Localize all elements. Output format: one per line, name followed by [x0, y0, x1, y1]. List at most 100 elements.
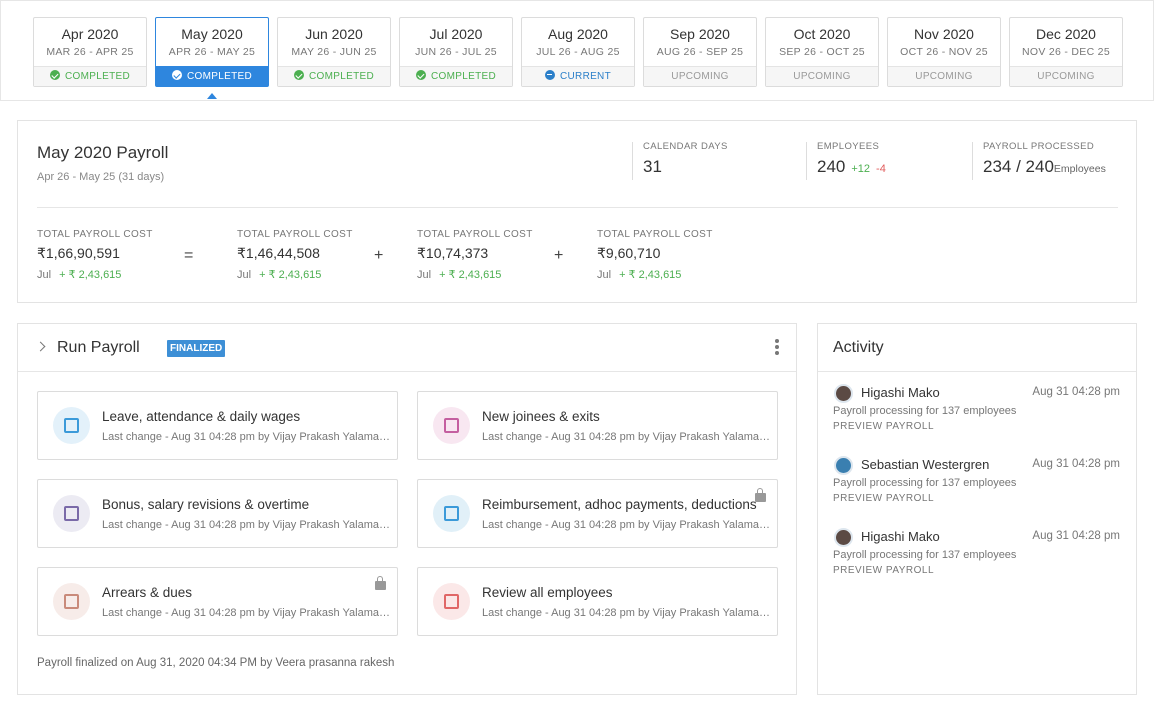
month-name: Apr 2020 — [61, 26, 119, 42]
compare-month: Jul — [237, 269, 252, 281]
task-icon — [433, 407, 470, 444]
task-detail: Last change - Aug 31 04:28 pm by Vijay P… — [482, 607, 774, 619]
status-icon — [294, 70, 305, 80]
menu-dot — [775, 351, 779, 355]
stat: PAYROLL PROCESSED 234 / 240Employees — [972, 141, 1122, 180]
month-card[interactable]: Jul 2020 JUN 26 - JUL 25 COMPLETED — [399, 17, 513, 87]
preview-payroll-link[interactable]: PREVIEW PAYROLL — [833, 421, 935, 432]
status-text: COMPLETED — [431, 71, 496, 82]
stat-value-row: 31 — [643, 157, 782, 177]
cost-delta: + ₹ 2,43,615 — [619, 269, 682, 281]
task-icon-glyph — [64, 418, 79, 433]
preview-payroll-link[interactable]: PREVIEW PAYROLL — [833, 565, 935, 576]
task-card[interactable]: Arrears & dues Last change - Aug 31 04:28… — [37, 567, 398, 636]
stat-label: CALENDAR DAYS — [643, 141, 728, 152]
month-name: Aug 2020 — [548, 26, 608, 42]
cost-value: ₹10,74,373 — [417, 245, 489, 261]
status-badge: FINALIZED — [167, 340, 226, 357]
month-strip: Apr 2020 MAR 26 - APR 25 COMPLETED May 2020… — [0, 0, 1154, 101]
cost-label: TOTAL PAYROLL COST — [237, 229, 353, 240]
month-status: COMPLETED — [34, 66, 146, 86]
finalized-note: Payroll finalized on Aug 31, 2020 04:34 … — [37, 657, 395, 669]
month-status: COMPLETED — [400, 66, 512, 86]
activity-user: Higashi Mako — [861, 529, 940, 544]
month-card[interactable]: May 2020 APR 26 - MAY 25 COMPLETED — [155, 17, 269, 99]
month-name: May 2020 — [181, 26, 243, 42]
task-icon-glyph — [444, 418, 459, 433]
preview-payroll-link[interactable]: PREVIEW PAYROLL — [833, 493, 935, 504]
lock-icon — [755, 488, 766, 502]
task-card[interactable]: New joinees & exits Last change - Aug 31 … — [417, 391, 778, 460]
stat-unit: Employees — [1053, 163, 1106, 175]
month-range: MAY 26 - JUN 25 — [291, 46, 377, 58]
cost-compare: Jul + ₹ 2,43,615 — [417, 268, 533, 281]
run-payroll-panel: Run Payroll FINALIZED Leave, attendance & … — [17, 323, 797, 695]
cost-label: TOTAL PAYROLL COST — [597, 229, 713, 240]
month-card[interactable]: Aug 2020 JUL 26 - AUG 25 CURRENT — [521, 17, 635, 87]
menu-dot — [775, 345, 779, 349]
month-name: Dec 2020 — [1036, 26, 1096, 42]
task-card[interactable]: Bonus, salary revisions & overtime Last c… — [37, 479, 398, 548]
month-range: MAR 26 - APR 25 — [46, 46, 134, 58]
status-icon — [50, 70, 61, 80]
cost-block: TOTAL PAYROLL COST ₹10,74,373 Jul + ₹ 2,43,… — [417, 229, 533, 281]
activity-time: Aug 31 04:28 pm — [1032, 386, 1120, 398]
task-icon — [433, 495, 470, 532]
activity-user: Higashi Mako — [861, 385, 940, 400]
task-icon — [53, 495, 90, 532]
task-icon-glyph — [444, 506, 459, 521]
month-range: SEP 26 - OCT 25 — [779, 46, 865, 58]
selected-caret — [207, 93, 217, 99]
task-icon-glyph — [64, 506, 79, 521]
cost-block: TOTAL PAYROLL COST ₹9,60,710 Jul + ₹ 2,43,6… — [597, 229, 713, 281]
payroll-period: Apr 26 - May 25 (31 days) — [37, 171, 165, 183]
month-range: NOV 26 - DEC 25 — [1022, 46, 1110, 58]
task-icon — [53, 407, 90, 444]
status-text: UPCOMING — [915, 71, 973, 82]
month-range: JUN 26 - JUL 25 — [415, 46, 497, 58]
activity-item: Sebastian Westergren Aug 31 04:28 pm Payro… — [818, 455, 1136, 515]
month-card[interactable]: Jun 2020 MAY 26 - JUN 25 COMPLETED — [277, 17, 391, 87]
cost-compare: Jul + ₹ 2,43,615 — [37, 268, 153, 281]
activity-text: Payroll processing for 137 employees — [833, 477, 1017, 489]
stat: CALENDAR DAYS 31 — [632, 141, 782, 180]
task-card[interactable]: Leave, attendance & daily wages Last chan… — [37, 391, 398, 460]
status-icon — [172, 70, 183, 80]
stat-label: PAYROLL PROCESSED — [983, 141, 1095, 152]
compare-month: Jul — [597, 269, 612, 281]
task-card[interactable]: Reimbursement, adhoc payments, deduction… — [417, 479, 778, 548]
cost-label: TOTAL PAYROLL COST — [417, 229, 533, 240]
activity-panel: Activity Higashi Mako Aug 31 04:28 pm Payro… — [817, 323, 1137, 695]
task-title: Reimbursement, adhoc payments, deduction… — [482, 497, 757, 512]
operator: + — [554, 247, 564, 264]
month-card[interactable]: Nov 2020 OCT 26 - NOV 25 UPCOMING — [887, 17, 1001, 87]
activity-time: Aug 31 04:28 pm — [1032, 458, 1120, 470]
activity-text: Payroll processing for 137 employees — [833, 405, 1017, 417]
task-icon — [53, 583, 90, 620]
status-icon — [545, 70, 555, 80]
month-range: JUL 26 - AUG 25 — [536, 46, 620, 58]
status-text: UPCOMING — [793, 71, 851, 82]
more-menu[interactable] — [774, 339, 780, 357]
status-text: UPCOMING — [1037, 71, 1095, 82]
stat-value: 240 — [817, 157, 846, 176]
month-name: Jun 2020 — [305, 26, 363, 42]
expand-chevron[interactable] — [35, 341, 46, 352]
divider — [37, 207, 1118, 208]
activity-time: Aug 31 04:28 pm — [1032, 530, 1120, 542]
month-card[interactable]: Apr 2020 MAR 26 - APR 25 COMPLETED — [33, 17, 147, 87]
month-card[interactable]: Oct 2020 SEP 26 - OCT 25 UPCOMING — [765, 17, 879, 87]
stat: EMPLOYEES 240 +12 -4 — [806, 141, 956, 180]
month-name: Sep 2020 — [670, 26, 730, 42]
cost-value: ₹1,46,44,508 — [237, 245, 320, 261]
status-text: COMPLETED — [187, 71, 252, 82]
status-text: COMPLETED — [309, 71, 374, 82]
month-card[interactable]: Sep 2020 AUG 26 - SEP 25 UPCOMING — [643, 17, 757, 87]
employees-removed: -4 — [876, 163, 886, 175]
payroll-title: May 2020 Payroll — [37, 143, 169, 162]
month-card[interactable]: Dec 2020 NOV 26 - DEC 25 UPCOMING — [1009, 17, 1123, 87]
task-card[interactable]: Review all employees Last change - Aug 31… — [417, 567, 778, 636]
run-payroll-title: Run Payroll — [57, 339, 140, 356]
month-status: CURRENT — [522, 66, 634, 86]
